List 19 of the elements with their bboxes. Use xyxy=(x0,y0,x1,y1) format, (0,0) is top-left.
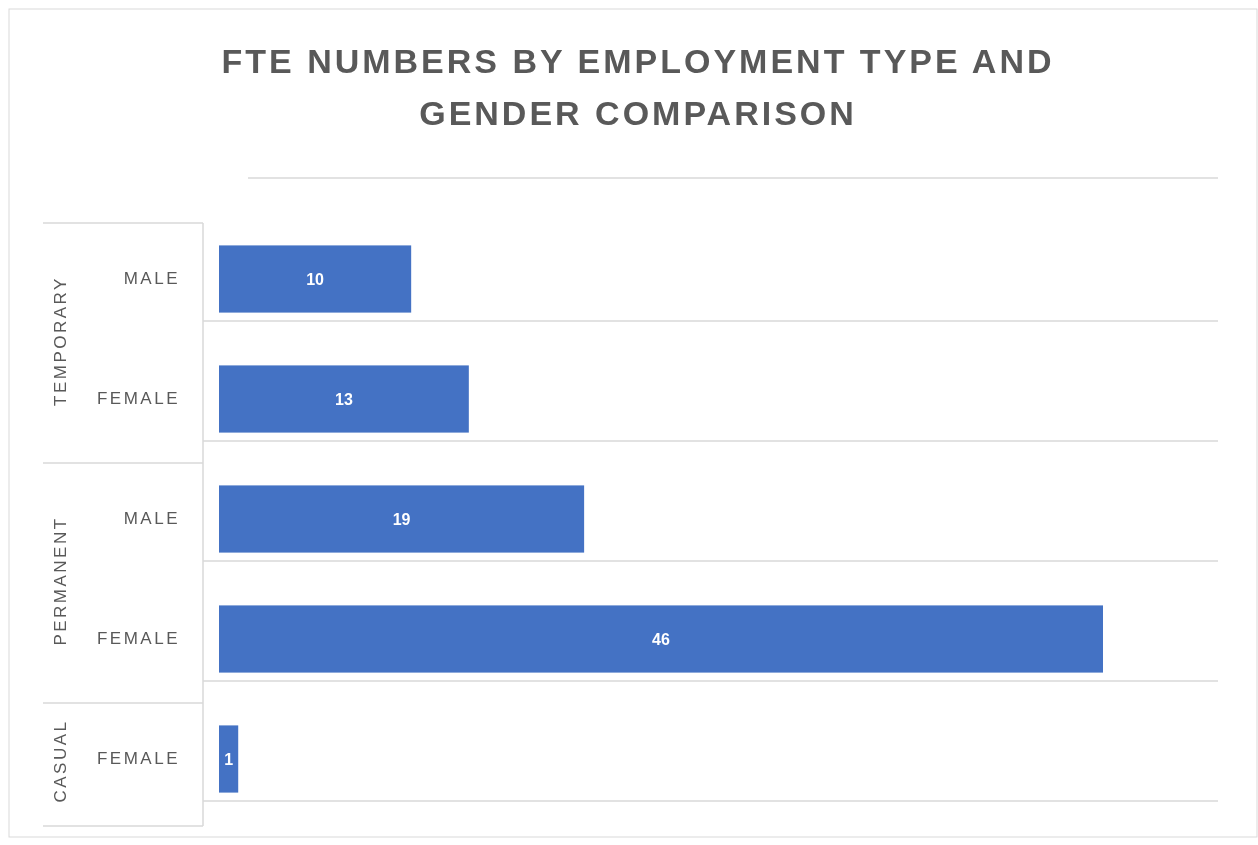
y-tick-label: MALE xyxy=(123,269,180,288)
bar xyxy=(219,605,1103,673)
bar xyxy=(219,725,239,793)
bar xyxy=(219,245,412,313)
y-tick-label: FEMALE xyxy=(96,629,180,648)
data-label: 10 xyxy=(306,270,325,288)
bar xyxy=(219,485,585,553)
y-tick-label: FEMALE xyxy=(96,389,180,408)
chart-title: FTE NUMBERS BY EMPLOYMENT TYPE AND GENDER COMPARISON xyxy=(221,42,1055,132)
text: PERMANENT xyxy=(51,516,70,646)
text: TEMPORARY xyxy=(51,276,70,406)
data-label: 19 xyxy=(392,510,411,528)
y-tick-label: MALE xyxy=(123,509,180,528)
data-label: 46 xyxy=(652,630,670,648)
bar xyxy=(219,365,469,433)
data-label: 13 xyxy=(335,390,353,408)
text: CASUAL xyxy=(51,719,70,803)
data-label: 1 xyxy=(224,750,234,768)
y-tick-label: FEMALE xyxy=(96,749,180,768)
